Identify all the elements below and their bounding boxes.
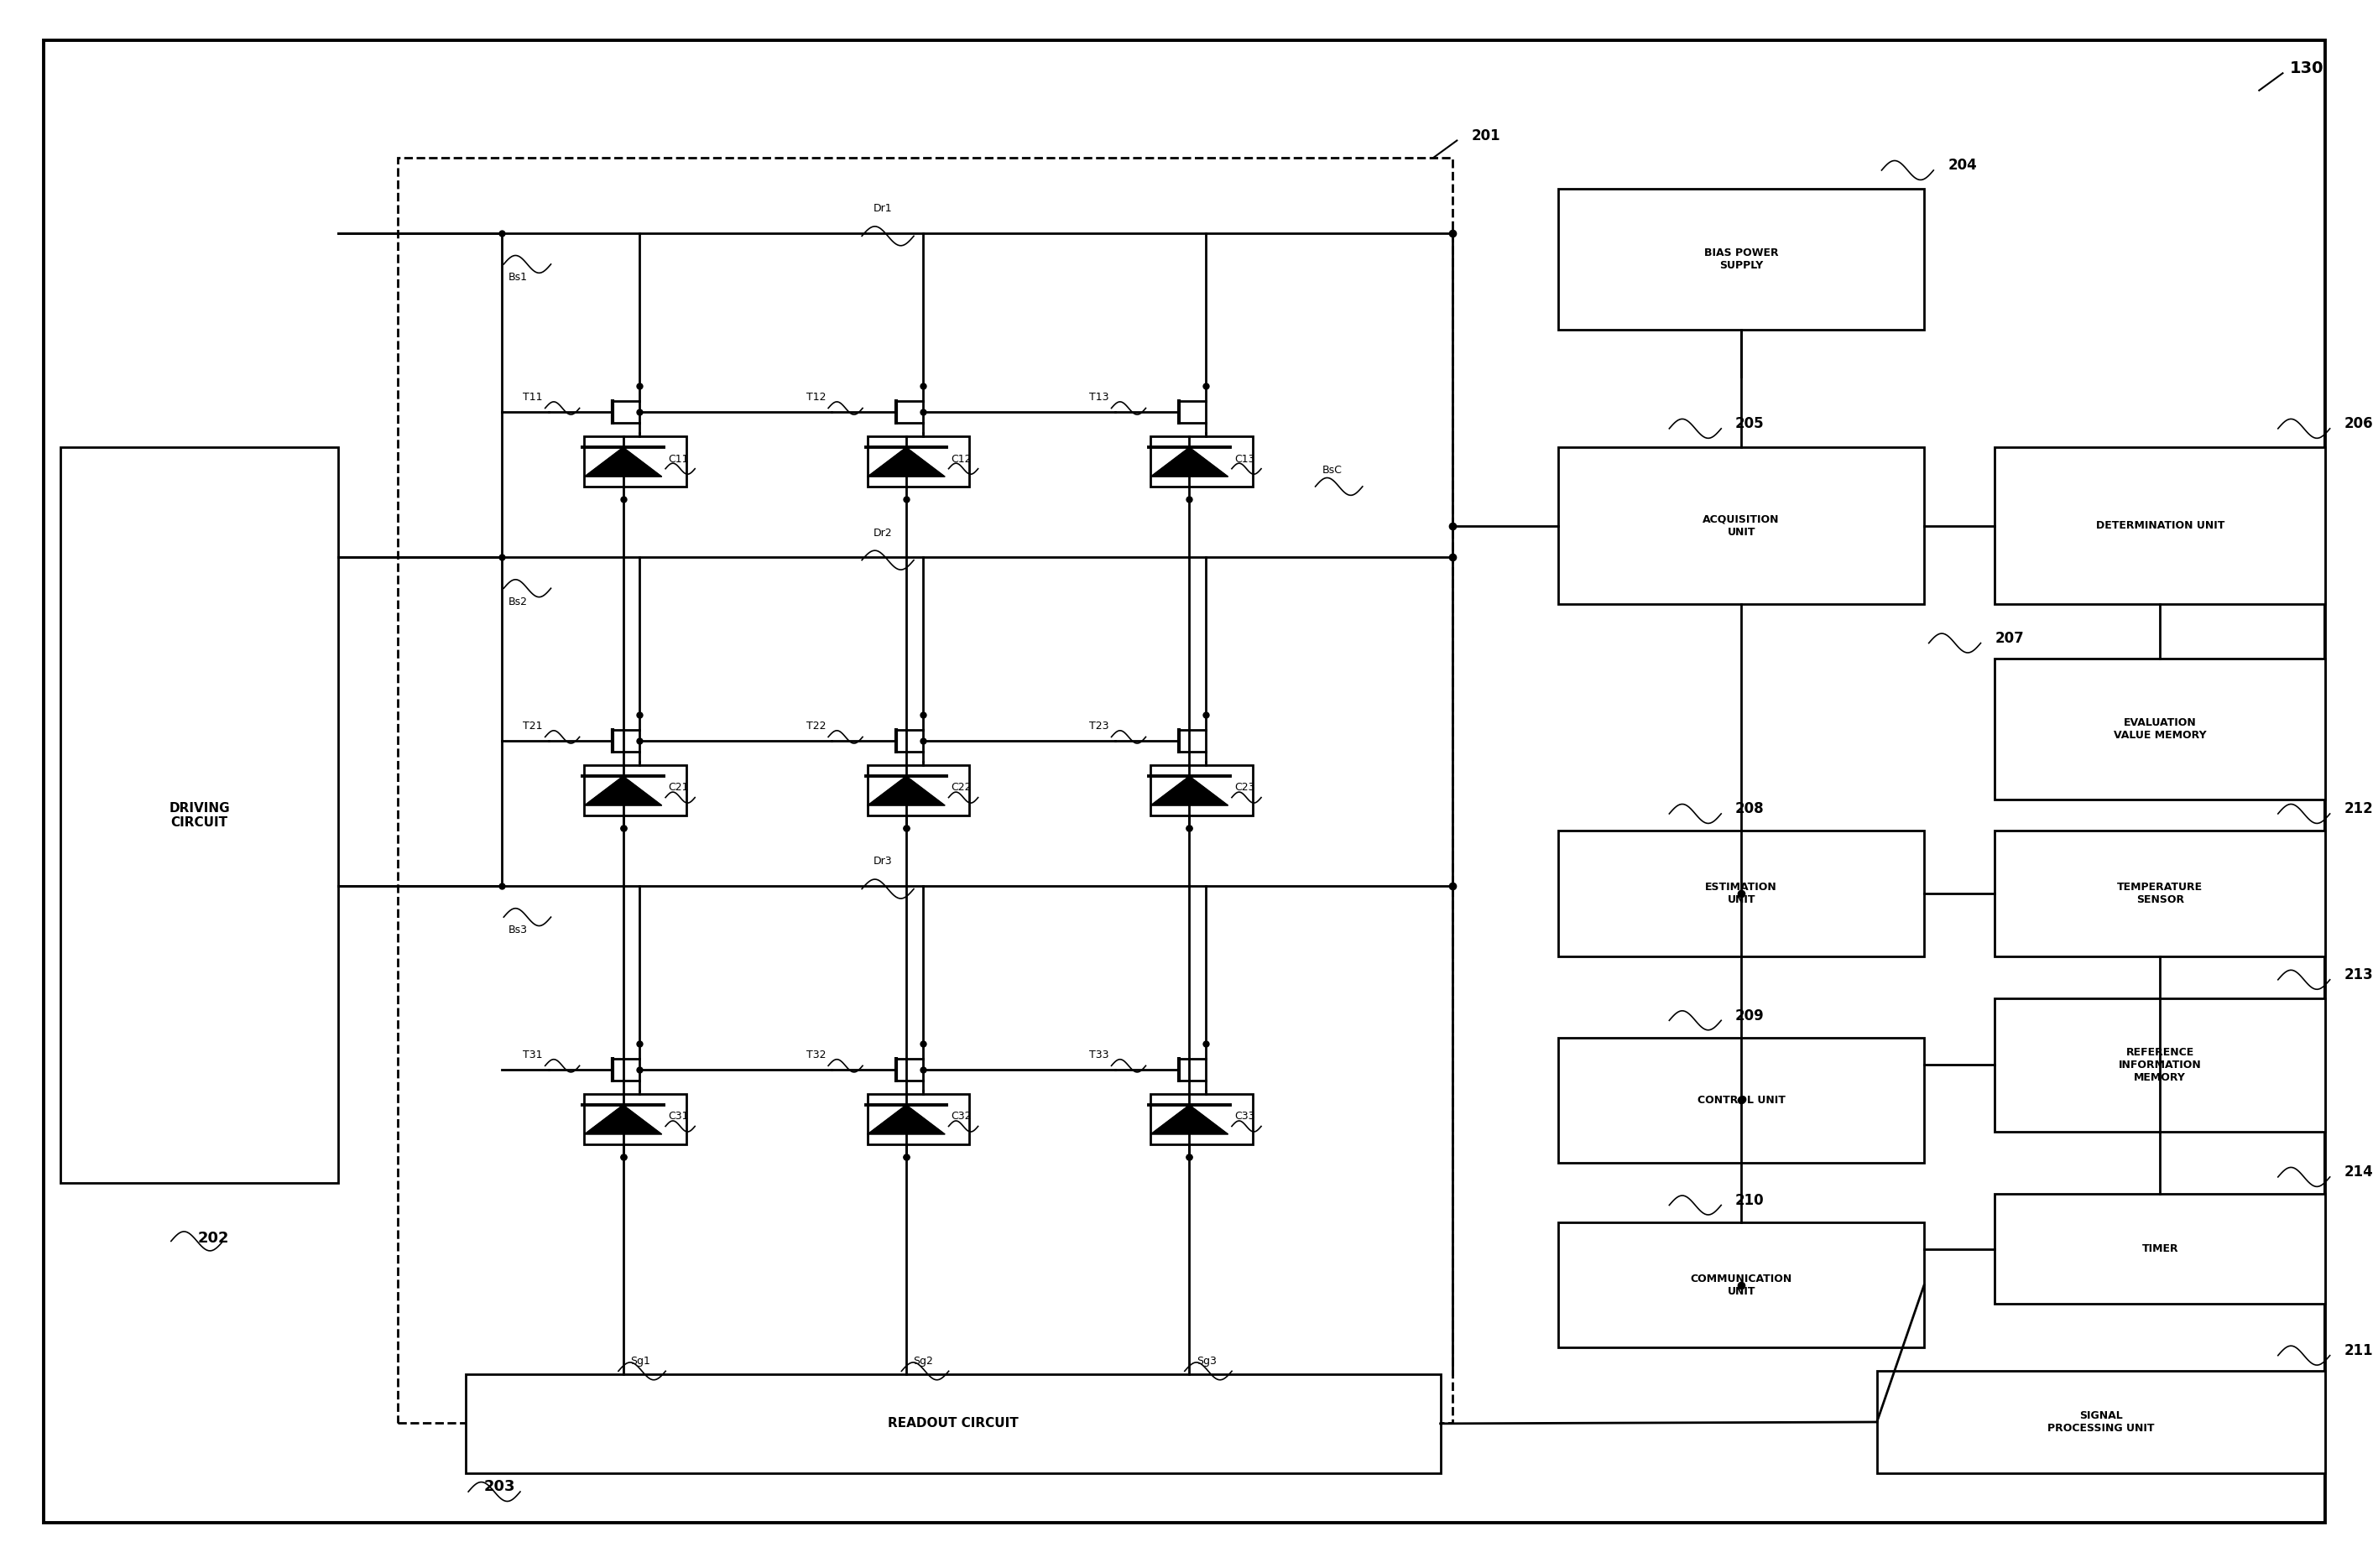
Text: 201: 201 <box>1472 129 1501 143</box>
Polygon shape <box>868 447 944 477</box>
Bar <box>1151 765 1253 815</box>
Bar <box>1995 447 2326 604</box>
Text: 207: 207 <box>1995 630 2024 646</box>
Text: C31: C31 <box>668 1112 690 1123</box>
Text: T22: T22 <box>806 721 825 732</box>
Bar <box>585 436 687 486</box>
Text: 130: 130 <box>2290 61 2323 77</box>
Text: DRIVING
CIRCUIT: DRIVING CIRCUIT <box>169 801 231 829</box>
Text: C33: C33 <box>1234 1112 1256 1123</box>
Text: SIGNAL
PROCESSING UNIT: SIGNAL PROCESSING UNIT <box>2047 1410 2154 1433</box>
Text: 203: 203 <box>485 1480 516 1494</box>
Text: Sg1: Sg1 <box>630 1355 649 1366</box>
Text: Bs1: Bs1 <box>509 271 528 282</box>
Text: T13: T13 <box>1089 392 1108 403</box>
Bar <box>1151 1094 1253 1145</box>
Bar <box>868 1094 970 1145</box>
Text: C32: C32 <box>951 1112 973 1123</box>
Polygon shape <box>868 1105 944 1134</box>
Bar <box>868 765 970 815</box>
Text: TEMPERATURE
SENSOR: TEMPERATURE SENSOR <box>2116 881 2202 905</box>
Text: Sg3: Sg3 <box>1196 1355 1218 1366</box>
Text: C22: C22 <box>951 782 973 793</box>
Text: 213: 213 <box>2345 967 2373 983</box>
Text: T33: T33 <box>1089 1049 1108 1060</box>
Text: T11: T11 <box>523 392 542 403</box>
Text: Dr3: Dr3 <box>873 856 892 867</box>
Bar <box>1995 999 2326 1132</box>
Text: T21: T21 <box>523 721 542 732</box>
Text: REFERENCE
INFORMATION
MEMORY: REFERENCE INFORMATION MEMORY <box>2119 1047 2202 1083</box>
Bar <box>1876 1370 2326 1472</box>
Text: 212: 212 <box>2345 801 2373 817</box>
Text: DETERMINATION UNIT: DETERMINATION UNIT <box>2095 521 2223 532</box>
Text: READOUT CIRCUIT: READOUT CIRCUIT <box>887 1417 1018 1430</box>
Bar <box>1558 190 1924 329</box>
Text: TIMER: TIMER <box>2143 1243 2178 1254</box>
Bar <box>868 436 970 486</box>
Bar <box>1558 447 1924 604</box>
Bar <box>466 1374 1441 1472</box>
Bar <box>59 447 338 1184</box>
Text: CONTROL UNIT: CONTROL UNIT <box>1698 1094 1786 1105</box>
Bar <box>1558 831 1924 956</box>
Polygon shape <box>1151 776 1227 806</box>
Polygon shape <box>1151 447 1227 477</box>
Text: C21: C21 <box>668 782 690 793</box>
Text: C12: C12 <box>951 453 973 464</box>
Text: Sg2: Sg2 <box>913 1355 932 1366</box>
Bar <box>1558 1038 1924 1163</box>
Text: T32: T32 <box>806 1049 825 1060</box>
Text: 211: 211 <box>2345 1344 2373 1358</box>
Text: BsC: BsC <box>1322 464 1344 475</box>
Bar <box>1995 659 2326 800</box>
Text: 206: 206 <box>2345 417 2373 431</box>
Text: 205: 205 <box>1736 417 1764 431</box>
Polygon shape <box>585 776 661 806</box>
Text: BIAS POWER
SUPPLY: BIAS POWER SUPPLY <box>1705 248 1779 271</box>
Bar <box>1995 831 2326 956</box>
Text: 210: 210 <box>1736 1193 1764 1207</box>
Polygon shape <box>585 1105 661 1134</box>
Text: 209: 209 <box>1736 1008 1764 1024</box>
Polygon shape <box>585 447 661 477</box>
Bar <box>585 1094 687 1145</box>
Polygon shape <box>868 776 944 806</box>
Bar <box>1995 1195 2326 1305</box>
Text: COMMUNICATION
UNIT: COMMUNICATION UNIT <box>1691 1273 1793 1297</box>
Text: EVALUATION
VALUE MEMORY: EVALUATION VALUE MEMORY <box>2114 718 2207 742</box>
Text: Bs3: Bs3 <box>509 925 528 936</box>
Text: 202: 202 <box>197 1231 228 1245</box>
Text: 204: 204 <box>1948 158 1976 172</box>
Text: ESTIMATION
UNIT: ESTIMATION UNIT <box>1705 881 1776 905</box>
Bar <box>397 158 1453 1422</box>
Text: 214: 214 <box>2345 1165 2373 1179</box>
Text: C13: C13 <box>1234 453 1256 464</box>
Bar <box>585 765 687 815</box>
Bar <box>1558 1223 1924 1347</box>
Text: 208: 208 <box>1736 801 1764 817</box>
Text: Dr2: Dr2 <box>873 527 892 538</box>
Text: T23: T23 <box>1089 721 1108 732</box>
Text: C23: C23 <box>1234 782 1256 793</box>
Text: ACQUISITION
UNIT: ACQUISITION UNIT <box>1703 514 1779 538</box>
Text: Bs2: Bs2 <box>509 596 528 607</box>
Text: T31: T31 <box>523 1049 542 1060</box>
Polygon shape <box>1151 1105 1227 1134</box>
Text: Dr1: Dr1 <box>873 204 892 215</box>
Text: C11: C11 <box>668 453 690 464</box>
Text: T12: T12 <box>806 392 825 403</box>
Bar <box>1151 436 1253 486</box>
